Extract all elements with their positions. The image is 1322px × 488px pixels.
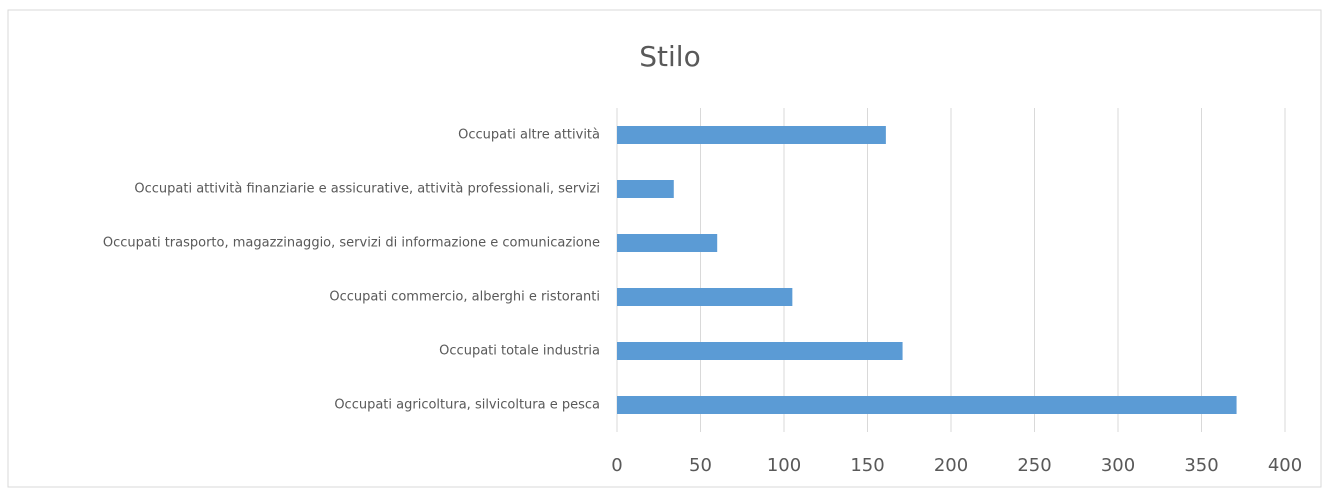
y-tick-label: Occupati agricoltura, silvicoltura e pes… — [334, 398, 600, 413]
x-tick-label: 200 — [934, 455, 968, 476]
chart-title: Stilo — [639, 40, 700, 73]
y-tick-label: Occupati attività finanziarie e assicura… — [134, 182, 600, 197]
x-tick-label: 50 — [689, 455, 712, 476]
bar — [617, 288, 793, 306]
y-tick-label: Occupati trasporto, magazzinaggio, servi… — [103, 236, 600, 251]
x-tick-label: 250 — [1017, 455, 1051, 476]
bar — [617, 234, 718, 252]
y-tick-label: Occupati totale industria — [439, 344, 600, 359]
x-tick-label: 0 — [611, 455, 622, 476]
x-tick-label: 100 — [767, 455, 801, 476]
bar — [617, 342, 903, 360]
bar — [617, 126, 886, 144]
bar — [617, 180, 674, 198]
x-tick-label: 300 — [1101, 455, 1135, 476]
x-tick-label: 400 — [1268, 455, 1302, 476]
bar — [617, 396, 1237, 414]
y-tick-label: Occupati altre attività — [458, 128, 600, 143]
x-tick-label: 150 — [850, 455, 884, 476]
x-tick-label: 350 — [1184, 455, 1218, 476]
y-tick-label: Occupati commercio, alberghi e ristorant… — [329, 290, 600, 305]
